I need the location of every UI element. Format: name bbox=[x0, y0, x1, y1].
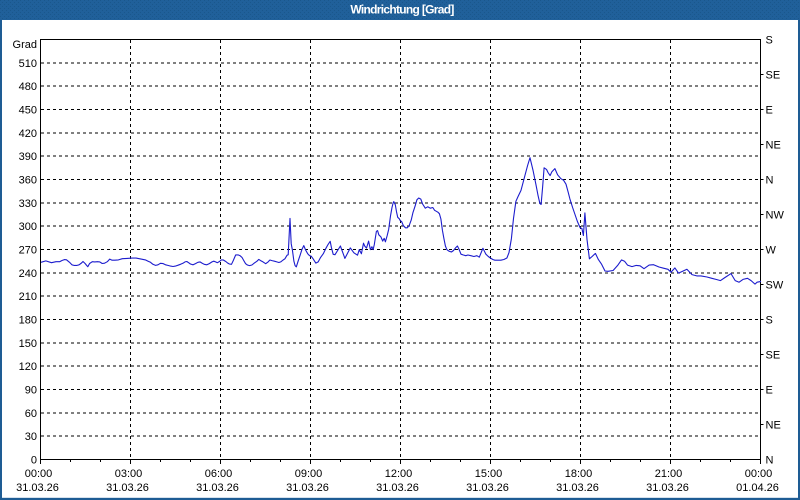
svg-text:90: 90 bbox=[25, 385, 37, 397]
svg-text:30: 30 bbox=[25, 431, 37, 443]
svg-text:31.03.26: 31.03.26 bbox=[646, 482, 689, 494]
svg-text:31.03.26: 31.03.26 bbox=[106, 482, 149, 494]
svg-text:31.03.26: 31.03.26 bbox=[286, 482, 329, 494]
svg-text:270: 270 bbox=[19, 245, 37, 257]
svg-text:NW: NW bbox=[766, 210, 785, 222]
svg-text:180: 180 bbox=[19, 315, 37, 327]
svg-text:21:00: 21:00 bbox=[655, 468, 683, 480]
svg-text:150: 150 bbox=[19, 338, 37, 350]
svg-text:31.03.26: 31.03.26 bbox=[196, 482, 239, 494]
svg-text:31.03.26: 31.03.26 bbox=[556, 482, 599, 494]
svg-text:W: W bbox=[766, 245, 777, 257]
svg-text:Windrichtung [Grad]: Windrichtung [Grad] bbox=[350, 3, 454, 17]
svg-text:240: 240 bbox=[19, 268, 37, 280]
svg-text:N: N bbox=[766, 175, 774, 187]
svg-text:300: 300 bbox=[19, 221, 37, 233]
svg-text:31.03.26: 31.03.26 bbox=[16, 482, 59, 494]
svg-text:00:00: 00:00 bbox=[25, 468, 53, 480]
svg-text:0: 0 bbox=[31, 455, 37, 467]
svg-text:Grad: Grad bbox=[13, 39, 37, 51]
svg-text:12:00: 12:00 bbox=[385, 468, 413, 480]
svg-text:NE: NE bbox=[766, 420, 781, 432]
svg-text:390: 390 bbox=[19, 151, 37, 163]
svg-text:SE: SE bbox=[766, 70, 781, 82]
svg-text:450: 450 bbox=[19, 105, 37, 117]
svg-text:420: 420 bbox=[19, 128, 37, 140]
svg-text:120: 120 bbox=[19, 361, 37, 373]
svg-text:N: N bbox=[766, 455, 774, 467]
svg-text:31.03.26: 31.03.26 bbox=[466, 482, 509, 494]
svg-text:03:00: 03:00 bbox=[115, 468, 143, 480]
svg-text:15:00: 15:00 bbox=[475, 468, 503, 480]
svg-text:SW: SW bbox=[766, 280, 784, 292]
svg-text:480: 480 bbox=[19, 81, 37, 93]
svg-text:330: 330 bbox=[19, 198, 37, 210]
svg-text:S: S bbox=[766, 315, 773, 327]
svg-text:E: E bbox=[766, 105, 773, 117]
svg-text:31.03.26: 31.03.26 bbox=[376, 482, 419, 494]
svg-text:06:00: 06:00 bbox=[205, 468, 233, 480]
svg-text:NE: NE bbox=[766, 140, 781, 152]
svg-text:18:00: 18:00 bbox=[565, 468, 593, 480]
svg-text:210: 210 bbox=[19, 291, 37, 303]
svg-text:E: E bbox=[766, 385, 773, 397]
svg-text:09:00: 09:00 bbox=[295, 468, 323, 480]
svg-text:510: 510 bbox=[19, 58, 37, 70]
svg-text:01.04.26: 01.04.26 bbox=[736, 482, 779, 494]
svg-text:S: S bbox=[766, 35, 773, 47]
svg-text:00:00: 00:00 bbox=[745, 468, 773, 480]
svg-text:360: 360 bbox=[19, 175, 37, 187]
svg-text:SE: SE bbox=[766, 350, 781, 362]
svg-text:60: 60 bbox=[25, 408, 37, 420]
